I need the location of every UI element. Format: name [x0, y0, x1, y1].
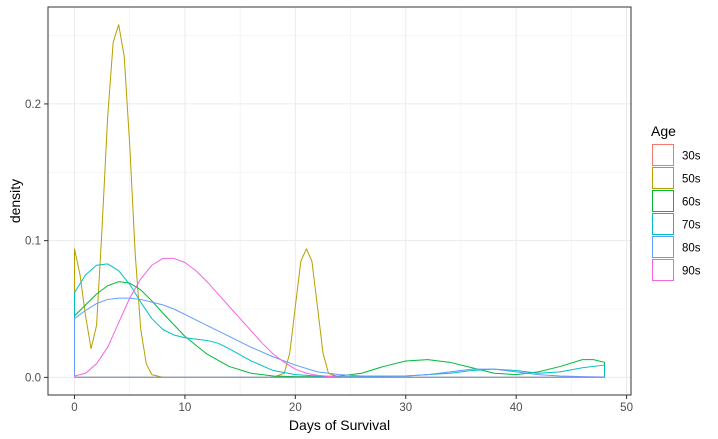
density-line-90s — [74, 257, 605, 378]
legend-key-50s — [652, 167, 674, 189]
plot-background — [48, 7, 631, 395]
legend-title: Age — [651, 123, 676, 139]
legend-key-30s — [652, 144, 674, 166]
x-tick-label: 0 — [71, 402, 77, 414]
plot-border — [47, 6, 632, 396]
legend-key-60s — [652, 190, 674, 212]
density-line-70s — [74, 263, 605, 378]
y-tick-label: 0.0 — [25, 372, 41, 384]
legend-label: 50s — [682, 174, 701, 186]
legend-key-90s — [652, 259, 674, 281]
y-axis-title: density — [7, 179, 23, 223]
legend-label: 80s — [682, 243, 701, 255]
density-line-60s — [74, 281, 605, 378]
x-tick-label: 20 — [289, 402, 302, 414]
y-tick-label: 0.2 — [25, 99, 41, 111]
x-tick-label: 30 — [399, 402, 412, 414]
x-axis-title: Days of Survival — [289, 417, 390, 433]
legend-label: 30s — [682, 151, 701, 163]
legend-label: 90s — [682, 266, 701, 278]
x-tick-label: 10 — [179, 402, 192, 414]
y-tick-label: 0.1 — [25, 236, 41, 248]
x-tick-label: 50 — [620, 402, 633, 414]
y-axis: 0.0 0.1 0.2 — [25, 99, 48, 384]
legend-label: 60s — [682, 197, 701, 209]
legend: Age 30s 50s 60s 70s 80s 90s — [651, 123, 701, 281]
legend-label: 70s — [682, 220, 701, 232]
legend-key-80s — [652, 236, 674, 258]
density-line-80s — [74, 297, 605, 378]
density-lines — [74, 24, 605, 378]
legend-key-70s — [652, 213, 674, 235]
x-axis: 0 10 20 30 40 50 — [71, 395, 633, 414]
x-tick-label: 40 — [510, 402, 523, 414]
